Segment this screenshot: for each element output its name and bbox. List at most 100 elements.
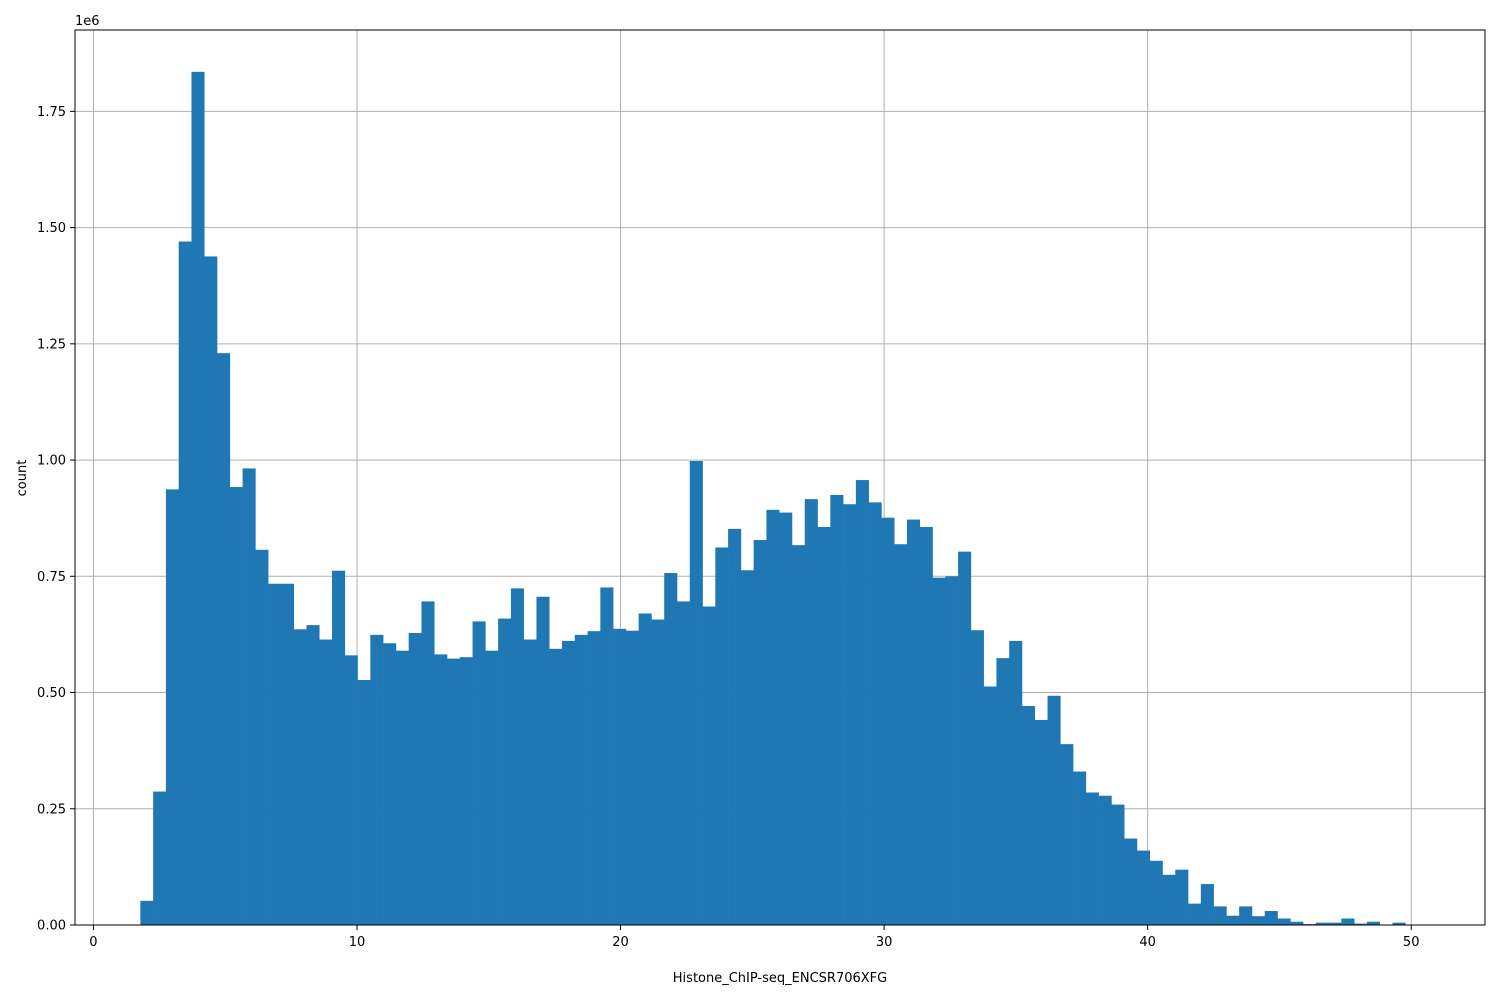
histogram-bar [1392, 922, 1406, 925]
histogram-bar [1200, 884, 1214, 925]
histogram-bar [1328, 922, 1342, 925]
histogram-bar [791, 545, 806, 925]
histogram-bar [702, 606, 716, 925]
histogram-bar [1009, 640, 1023, 925]
histogram-bar [1111, 804, 1125, 925]
histogram-bar [459, 657, 473, 925]
histogram-bar [498, 618, 512, 925]
histogram-bar [332, 570, 346, 925]
histogram-bar [1315, 922, 1329, 925]
y-tick-label: 1.25 [37, 337, 66, 352]
histogram-bar [766, 509, 780, 925]
histogram-bar [996, 658, 1010, 925]
y-tick-label: 0.75 [37, 570, 66, 585]
histogram-bar [728, 528, 742, 925]
histogram-bar [1354, 923, 1368, 925]
histogram-bar [306, 625, 320, 925]
histogram-bar [1073, 771, 1087, 925]
histogram-bar [753, 540, 767, 925]
histogram-bar [651, 619, 665, 925]
histogram-bar [421, 601, 435, 925]
histogram-bar [1251, 916, 1266, 925]
y-tick-label: 1.75 [37, 105, 66, 120]
histogram-bar [958, 551, 972, 925]
x-tick-label: 0 [89, 935, 97, 950]
histogram-bar [140, 900, 154, 925]
histogram-bar [268, 583, 282, 925]
histogram-bar [830, 494, 844, 925]
x-axis-label: Histone_ChIP-seq_ENCSR706XFG [673, 971, 887, 986]
histogram-bar [1136, 850, 1151, 925]
histogram-bar [447, 658, 461, 925]
histogram-bar [1034, 719, 1048, 925]
histogram-bar [1021, 706, 1036, 925]
histogram-bar [383, 643, 397, 925]
histogram-bar [804, 499, 818, 925]
histogram-bar [1366, 921, 1381, 925]
histogram-bar [574, 634, 588, 925]
histogram-bar [217, 353, 231, 925]
histogram-bar [510, 588, 524, 925]
histogram-bar [242, 468, 256, 925]
histogram-bar [1239, 906, 1253, 925]
histogram-bar [868, 502, 882, 925]
histogram-bar [1124, 838, 1138, 925]
histogram-bar [293, 629, 307, 925]
histogram-bar [255, 549, 269, 925]
histogram-bar [779, 512, 793, 925]
histogram-bar [1277, 918, 1291, 925]
histogram-bar [881, 517, 895, 925]
histogram-bar [1226, 915, 1240, 925]
histogram-bar [855, 480, 869, 925]
histogram-bar [191, 71, 205, 925]
histogram-bar [664, 573, 678, 925]
histogram-bar [945, 576, 959, 925]
histogram-bars [140, 71, 1406, 926]
histogram-bar [715, 547, 729, 925]
histogram-bar [970, 630, 984, 925]
y-tick-label: 0.25 [37, 802, 66, 817]
histogram-bar [587, 631, 601, 925]
histogram-bar [919, 527, 933, 925]
histogram-bar [178, 241, 192, 925]
histogram-bar [676, 601, 691, 925]
histogram-bar [1162, 874, 1176, 925]
histogram-bar [229, 487, 243, 925]
histogram-bar [1175, 869, 1189, 925]
histogram-bar [1149, 860, 1163, 925]
histogram-bar [357, 679, 371, 925]
histogram-bar [153, 791, 167, 925]
x-tick-label: 40 [1139, 935, 1156, 950]
histogram-bar [740, 570, 754, 925]
y-offset-text: 1e6 [75, 14, 100, 29]
histogram-bar [523, 639, 537, 925]
histogram-bar [395, 650, 409, 925]
histogram-bar [906, 519, 921, 925]
y-axis-label: count [15, 460, 30, 497]
histogram-bar [894, 544, 908, 925]
histogram-bar [983, 686, 997, 925]
y-tick-label: 1.50 [37, 221, 66, 236]
plot-frame [74, 29, 1486, 926]
x-tick-label: 50 [1403, 935, 1420, 950]
histogram-bar [613, 628, 627, 925]
histogram-bar [280, 583, 294, 925]
x-tick-label: 10 [349, 935, 366, 950]
histogram-bar [344, 655, 358, 925]
histogram-bar [1085, 792, 1099, 925]
histogram-bar [204, 256, 218, 926]
histogram-bar [1188, 903, 1202, 925]
histogram-bar [1098, 795, 1112, 925]
histogram-bar [638, 613, 652, 925]
histogram-bar [625, 630, 639, 925]
histogram-bar [536, 596, 550, 925]
histogram-bar [1060, 744, 1074, 925]
histogram-bar [1264, 911, 1278, 925]
histogram-bar [817, 527, 831, 925]
histogram-bar [689, 460, 703, 925]
histogram-bar [319, 639, 333, 925]
histogram-bar [472, 621, 486, 925]
axis-ticks: 0 10 20 30 40 50 0.00 0.25 0.50 0.75 1.00 1.25 1.50 1… [37, 105, 1419, 950]
x-tick-label: 20 [612, 935, 629, 950]
